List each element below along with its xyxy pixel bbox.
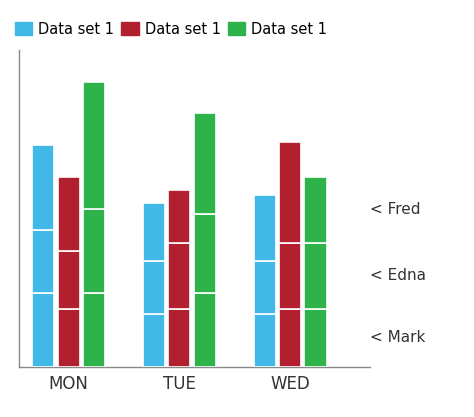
Bar [58, 251, 80, 309]
Bar [143, 314, 165, 367]
Bar [194, 293, 216, 367]
Bar [279, 143, 301, 243]
Bar [168, 309, 191, 367]
Bar [279, 243, 301, 309]
Bar [168, 190, 191, 243]
Bar [83, 82, 105, 208]
Bar [58, 309, 80, 367]
Bar [32, 230, 55, 293]
Bar [304, 243, 327, 309]
Bar [254, 314, 276, 367]
Bar [194, 113, 216, 214]
Bar [254, 195, 276, 261]
Bar [304, 177, 327, 243]
Bar [83, 208, 105, 293]
Legend: Data set 1, Data set 1, Data set 1: Data set 1, Data set 1, Data set 1 [9, 16, 333, 43]
Bar [194, 214, 216, 293]
Bar [83, 293, 105, 367]
Text: < Mark: < Mark [370, 330, 425, 345]
Bar [254, 261, 276, 314]
Bar [32, 293, 55, 367]
Bar [304, 309, 327, 367]
Bar [143, 261, 165, 314]
Bar [279, 309, 301, 367]
Bar [143, 203, 165, 261]
Bar [168, 243, 191, 309]
Bar [32, 145, 55, 230]
Bar [58, 177, 80, 251]
Text: < Edna: < Edna [370, 269, 426, 283]
Text: < Fred: < Fred [370, 202, 420, 217]
